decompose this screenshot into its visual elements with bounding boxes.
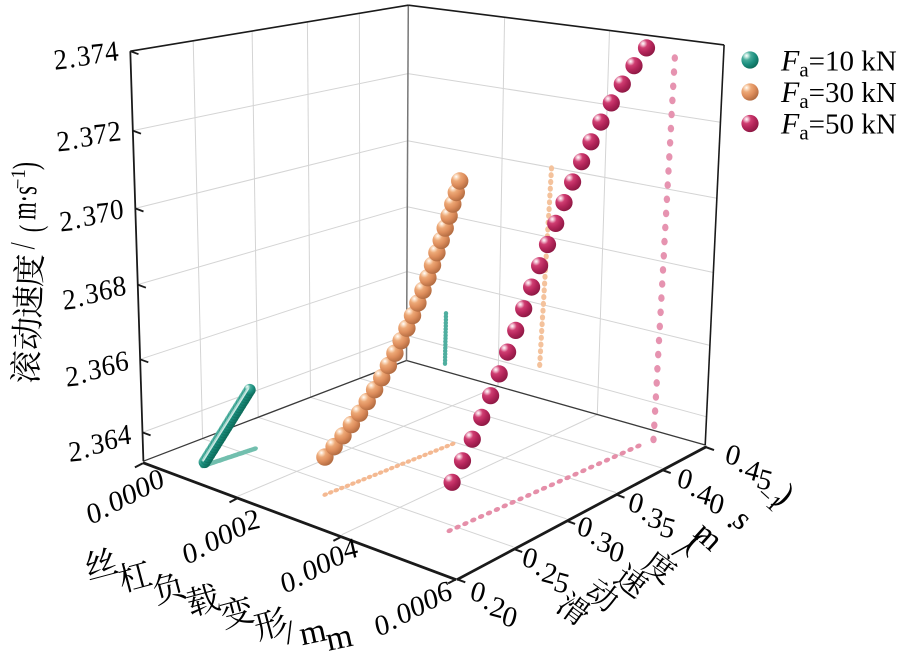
svg-text:3: 3: [84, 278, 101, 311]
svg-text:/: /: [3, 241, 43, 249]
svg-text:): ): [6, 161, 46, 170]
svg-text:8: 8: [111, 270, 128, 303]
svg-text:0: 0: [313, 546, 334, 580]
svg-text:6: 6: [97, 274, 114, 307]
svg-text:2: 2: [64, 360, 81, 393]
svg-text:−1: −1: [7, 169, 31, 190]
svg-text:Fa=30 kN: Fa=30 kN: [780, 76, 897, 113]
svg-text:0: 0: [277, 565, 298, 599]
svg-text:2: 2: [58, 205, 75, 238]
svg-text:2: 2: [61, 284, 78, 317]
svg-text:2: 2: [55, 125, 72, 158]
svg-text:0: 0: [146, 463, 167, 497]
svg-text:2: 2: [67, 436, 84, 469]
svg-text:0: 0: [201, 525, 222, 559]
svg-text:0: 0: [119, 477, 140, 511]
svg-text:0: 0: [228, 510, 249, 544]
svg-text:7: 7: [89, 38, 106, 71]
svg-text:0: 0: [105, 485, 126, 519]
svg-text:6: 6: [434, 575, 455, 609]
svg-text:.: .: [81, 432, 91, 465]
svg-text:Fa=10 kN: Fa=10 kN: [780, 45, 897, 82]
svg-text:3: 3: [75, 40, 92, 73]
svg-text:.: .: [78, 357, 88, 390]
svg-text:4: 4: [103, 36, 120, 69]
svg-text:2: 2: [106, 115, 123, 148]
svg-text:(: (: [13, 225, 49, 233]
svg-text:6: 6: [113, 345, 130, 378]
svg-text:6: 6: [100, 349, 117, 382]
svg-text:0: 0: [371, 608, 392, 642]
svg-text:2: 2: [242, 503, 263, 537]
svg-text:3: 3: [86, 354, 103, 387]
svg-text:0: 0: [326, 539, 347, 573]
svg-text:0: 0: [132, 470, 153, 504]
svg-text:3: 3: [81, 200, 98, 233]
svg-text:Fa=50 kN: Fa=50 kN: [780, 108, 897, 145]
svg-text:2: 2: [52, 44, 69, 77]
svg-text:.: .: [76, 281, 86, 314]
svg-text:0: 0: [299, 554, 320, 588]
svg-text:0: 0: [179, 536, 200, 570]
svg-text:.: .: [67, 42, 77, 75]
svg-text:0: 0: [215, 517, 236, 551]
svg-text:0: 0: [393, 597, 414, 631]
svg-text:3: 3: [89, 428, 106, 461]
svg-text:·: ·: [5, 194, 45, 203]
svg-text:s: s: [5, 185, 45, 195]
svg-text:0: 0: [108, 194, 125, 227]
svg-text:0: 0: [83, 496, 104, 530]
svg-text:3: 3: [78, 121, 95, 154]
svg-text:.: .: [70, 123, 80, 156]
svg-text:.: .: [73, 203, 83, 236]
svg-text:m: m: [4, 201, 44, 220]
svg-text:7: 7: [92, 118, 109, 151]
svg-text:0: 0: [407, 589, 428, 623]
svg-text:0: 0: [420, 582, 441, 616]
svg-text:4: 4: [116, 419, 133, 452]
svg-text:7: 7: [95, 197, 112, 230]
svg-text:6: 6: [103, 423, 120, 456]
